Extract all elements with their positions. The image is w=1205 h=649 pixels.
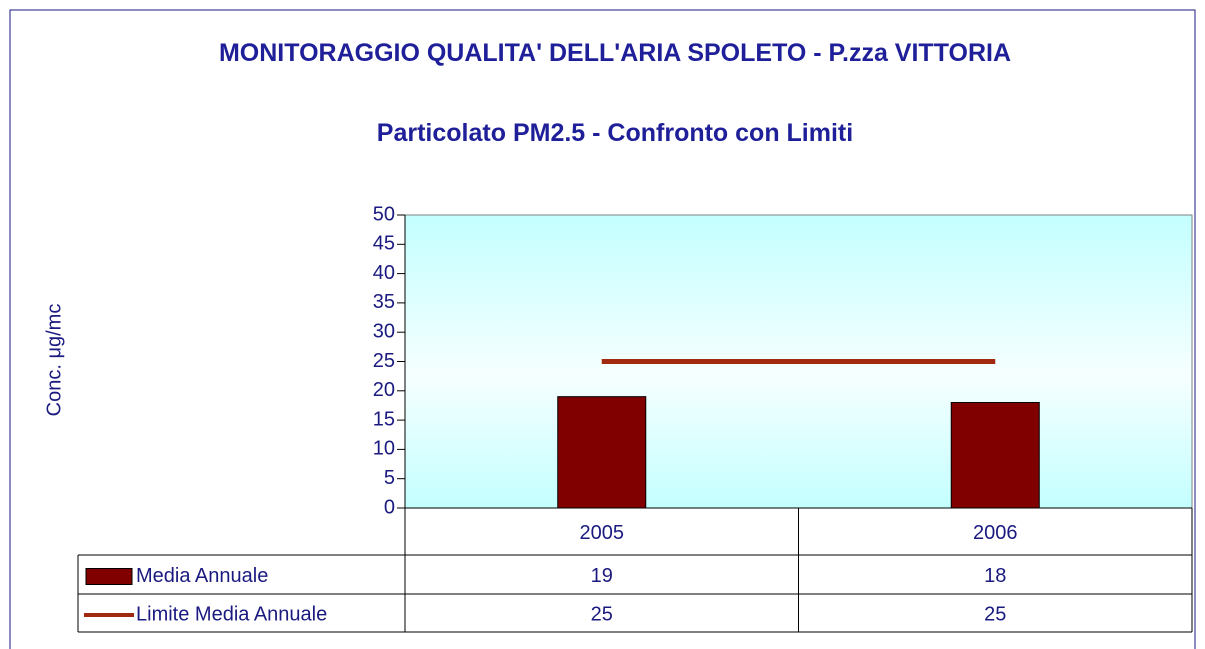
table-value: 19 xyxy=(591,565,613,587)
bar xyxy=(950,402,1040,509)
y-tick-label: 10 xyxy=(373,438,395,460)
y-tick-label: 25 xyxy=(373,350,395,372)
y-tick-label: 40 xyxy=(373,262,395,284)
legend-key xyxy=(85,568,133,585)
legend-label: Limite Media Annuale xyxy=(136,603,327,625)
x-tick-label: 2006 xyxy=(973,522,1018,544)
bar xyxy=(557,396,647,509)
table-value: 25 xyxy=(591,603,613,625)
y-tick-label: 20 xyxy=(373,379,395,401)
chart-title: MONITORAGGIO QUALITA' DELL'ARIA SPOLETO … xyxy=(218,39,1012,67)
y-tick-label: 15 xyxy=(373,408,395,430)
x-tick-label: 2005 xyxy=(580,522,625,544)
chart-subtitle: Particolato PM2.5 - Confronto con Limiti xyxy=(376,119,854,147)
y-tick-label: 30 xyxy=(373,320,395,342)
y-axis-label: Conc. μg/mc xyxy=(43,304,65,417)
frame xyxy=(9,9,1196,649)
table-value: 25 xyxy=(984,603,1006,625)
y-tick-label: 35 xyxy=(373,291,395,313)
legend-label: Media Annuale xyxy=(136,565,268,587)
y-tick-label: 5 xyxy=(384,467,395,489)
table-value: 18 xyxy=(984,565,1006,587)
y-tick-label: 0 xyxy=(384,496,395,518)
y-tick-label: 45 xyxy=(373,233,395,255)
y-tick-label: 50 xyxy=(373,203,395,225)
